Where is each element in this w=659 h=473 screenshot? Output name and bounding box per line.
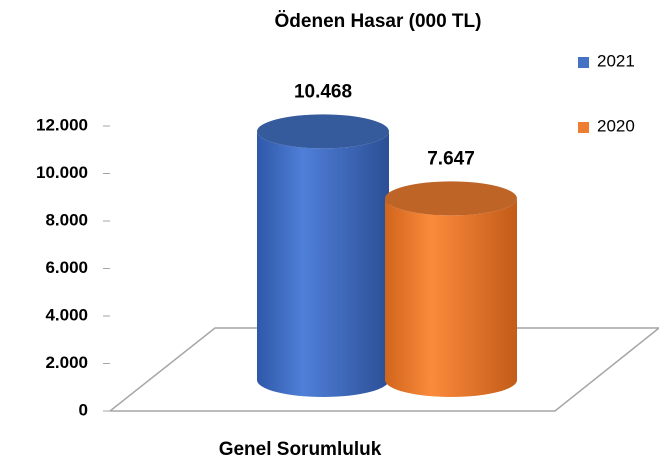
legend-swatch xyxy=(578,57,589,68)
cylinder-top xyxy=(257,114,389,149)
y-tick-label: 10.000 xyxy=(36,163,88,182)
x-tick-label: Genel Sorumluluk xyxy=(219,439,382,460)
chart-title: Ödenen Hasar (000 TL) xyxy=(275,11,482,32)
cylinder-top xyxy=(385,181,517,216)
legend-label: 2021 xyxy=(597,51,635,70)
y-tick-label: 8.000 xyxy=(45,210,88,229)
y-tick-label: 0 xyxy=(79,400,88,419)
legend-label: 2020 xyxy=(597,116,635,135)
data-label: 7.647 xyxy=(427,148,475,169)
legend-swatch xyxy=(578,122,589,133)
y-tick-label: 12.000 xyxy=(36,115,88,134)
y-tick-label: 4.000 xyxy=(45,305,88,324)
data-label: 10.468 xyxy=(294,81,352,102)
cylinder-body xyxy=(257,131,389,397)
cylinder-body xyxy=(385,198,517,397)
y-tick-label: 6.000 xyxy=(45,258,88,277)
y-tick-label: 2.000 xyxy=(45,353,88,372)
